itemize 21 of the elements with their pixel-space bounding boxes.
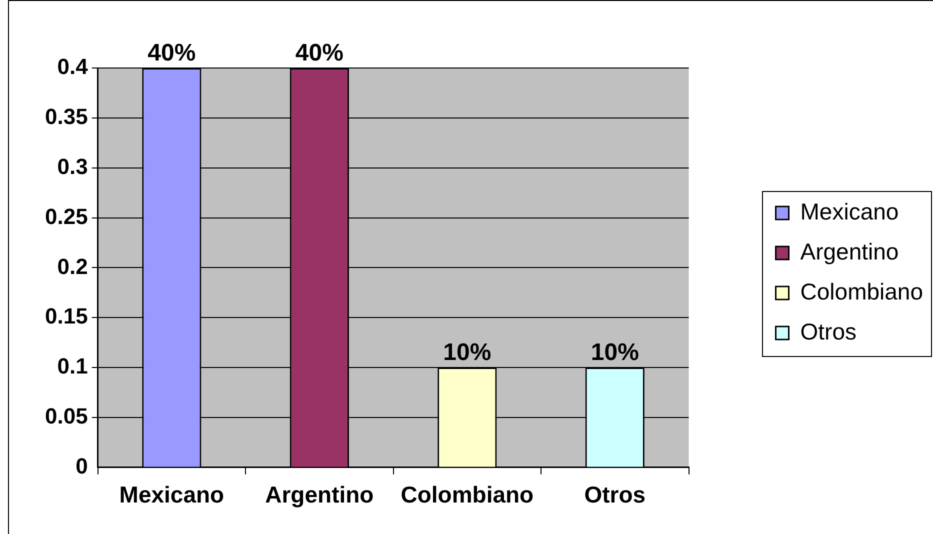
y-tick-label: 0.15 [44, 304, 88, 329]
x-tick-label: Mexicano [119, 482, 224, 508]
x-tick-label: Colombiano [400, 482, 534, 508]
legend-label: Mexicano [800, 198, 899, 224]
y-tick-label: 0.2 [57, 254, 88, 279]
y-tick-label: 0 [76, 453, 88, 478]
legend-label: Otros [800, 318, 856, 344]
y-tick-label: 0.1 [57, 354, 88, 379]
y-tick-label: 0.05 [44, 404, 88, 429]
x-tick-label: Argentino [265, 482, 374, 508]
data-label: 10% [443, 339, 492, 366]
y-tick-label: 0.4 [57, 54, 89, 80]
x-tick-label: Otros [584, 482, 646, 508]
data-label: 10% [590, 339, 639, 366]
legend-label: Argentino [800, 238, 899, 264]
data-label: 40% [295, 40, 344, 67]
y-tick-label: 0.35 [44, 104, 88, 129]
y-tick-label: 0.25 [44, 204, 88, 229]
legend-label: Colombiano [800, 278, 924, 304]
y-tick-label: 0.3 [57, 154, 88, 179]
data-label: 40% [148, 40, 196, 67]
